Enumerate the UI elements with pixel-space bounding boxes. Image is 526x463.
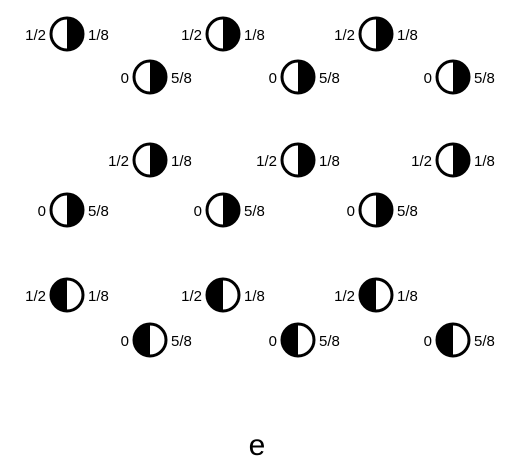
left-label: 0 bbox=[347, 203, 355, 220]
filled-half-circle bbox=[298, 144, 314, 176]
filled-half-circle bbox=[51, 279, 67, 311]
circle-outline bbox=[205, 277, 241, 313]
left-label: 0 bbox=[269, 333, 277, 350]
symbol-upper: 1/2 1/8 bbox=[411, 142, 495, 178]
filled-half-circle bbox=[207, 279, 223, 311]
left-label: 1/2 bbox=[334, 288, 355, 305]
right-label: 1/8 bbox=[397, 288, 418, 305]
right-label: 1/8 bbox=[244, 27, 265, 44]
symbol-row: 1/2 1/8 0 5/8 1/2 1/8 0 5/8 1/2 1/8 0 5/8 bbox=[25, 16, 495, 95]
filled-half-circle bbox=[360, 279, 376, 311]
left-label: 0 bbox=[424, 70, 432, 87]
filled-half-circle bbox=[223, 194, 239, 226]
circle-outline bbox=[49, 277, 85, 313]
circle-outline bbox=[280, 59, 316, 95]
circle-outline bbox=[280, 142, 316, 178]
circle-outline bbox=[49, 192, 85, 228]
filled-half-circle bbox=[134, 324, 150, 356]
right-label: 1/8 bbox=[397, 27, 418, 44]
filled-half-circle bbox=[453, 61, 469, 93]
circle-outline bbox=[358, 16, 394, 52]
right-label: 1/8 bbox=[88, 27, 109, 44]
symbol-upper: 1/2 1/8 bbox=[25, 277, 109, 313]
circle-outline bbox=[358, 277, 394, 313]
right-label: 5/8 bbox=[474, 70, 495, 87]
filled-half-circle bbox=[282, 324, 298, 356]
symbol-lower: 0 5/8 bbox=[424, 59, 495, 95]
filled-half-circle bbox=[437, 324, 453, 356]
filled-half-circle bbox=[453, 144, 469, 176]
circle-outline bbox=[358, 192, 394, 228]
right-label: 1/8 bbox=[244, 288, 265, 305]
symbol-lower: 0 5/8 bbox=[194, 192, 265, 228]
symbol-lower: 0 5/8 bbox=[38, 192, 109, 228]
right-label: 5/8 bbox=[88, 203, 109, 220]
filled-half-circle bbox=[223, 18, 239, 50]
circle-outline bbox=[435, 59, 471, 95]
right-label: 1/8 bbox=[319, 153, 340, 170]
symbol-lower: 0 5/8 bbox=[347, 192, 418, 228]
left-label: 1/2 bbox=[25, 27, 46, 44]
circle-outline bbox=[435, 142, 471, 178]
left-label: 0 bbox=[269, 70, 277, 87]
circle-outline bbox=[205, 16, 241, 52]
left-label: 1/2 bbox=[25, 288, 46, 305]
symbol-lower: 0 5/8 bbox=[269, 59, 340, 95]
symbol-upper: 1/2 1/8 bbox=[181, 277, 265, 313]
symbol-upper: 1/2 1/8 bbox=[25, 16, 109, 52]
left-label: 1/2 bbox=[411, 153, 432, 170]
symbol-lower: 0 5/8 bbox=[424, 322, 495, 358]
symbol-lower: 0 5/8 bbox=[121, 59, 192, 95]
symbol-lower: 0 5/8 bbox=[121, 322, 192, 358]
panel-label: e bbox=[249, 429, 266, 462]
symbol-upper: 1/2 1/8 bbox=[181, 16, 265, 52]
left-label: 0 bbox=[38, 203, 46, 220]
circle-outline bbox=[280, 322, 316, 358]
symbol-upper: 1/2 1/8 bbox=[334, 277, 418, 313]
circle-outline bbox=[132, 59, 168, 95]
circle-outline bbox=[435, 322, 471, 358]
symbol-row: 1/2 1/8 0 5/8 1/2 1/8 0 5/8 1/2 1/8 0 5/8 bbox=[38, 142, 495, 228]
left-label: 0 bbox=[194, 203, 202, 220]
right-label: 5/8 bbox=[319, 70, 340, 87]
filled-half-circle bbox=[376, 194, 392, 226]
right-label: 1/8 bbox=[171, 153, 192, 170]
symbol-upper: 1/2 1/8 bbox=[108, 142, 192, 178]
left-label: 0 bbox=[121, 333, 129, 350]
circle-outline bbox=[205, 192, 241, 228]
right-label: 1/8 bbox=[474, 153, 495, 170]
filled-half-circle bbox=[150, 61, 166, 93]
filled-half-circle bbox=[67, 18, 83, 50]
left-label: 1/2 bbox=[181, 27, 202, 44]
left-label: 1/2 bbox=[334, 27, 355, 44]
circle-outline bbox=[132, 142, 168, 178]
symbol-groups: 1/2 1/8 0 5/8 1/2 1/8 0 5/8 1/2 1/8 0 5/8 1/2 1/8 0 5/8… bbox=[25, 16, 495, 358]
symbol-row: 1/2 1/8 0 5/8 1/2 1/8 0 5/8 1/2 1/8 0 5/8 bbox=[25, 277, 495, 358]
right-label: 1/8 bbox=[88, 288, 109, 305]
right-label: 5/8 bbox=[474, 333, 495, 350]
circle-outline bbox=[132, 322, 168, 358]
right-label: 5/8 bbox=[171, 70, 192, 87]
filled-half-circle bbox=[67, 194, 83, 226]
symbol-upper: 1/2 1/8 bbox=[256, 142, 340, 178]
symbol-lower: 0 5/8 bbox=[269, 322, 340, 358]
left-label: 1/2 bbox=[108, 153, 129, 170]
right-label: 5/8 bbox=[171, 333, 192, 350]
filled-half-circle bbox=[150, 144, 166, 176]
circle-outline bbox=[49, 16, 85, 52]
right-label: 5/8 bbox=[319, 333, 340, 350]
left-label: 1/2 bbox=[256, 153, 277, 170]
right-label: 5/8 bbox=[244, 203, 265, 220]
left-label: 1/2 bbox=[181, 288, 202, 305]
right-label: 5/8 bbox=[397, 203, 418, 220]
filled-half-circle bbox=[376, 18, 392, 50]
left-label: 0 bbox=[121, 70, 129, 87]
left-label: 0 bbox=[424, 333, 432, 350]
filled-half-circle bbox=[298, 61, 314, 93]
symbol-upper: 1/2 1/8 bbox=[334, 16, 418, 52]
